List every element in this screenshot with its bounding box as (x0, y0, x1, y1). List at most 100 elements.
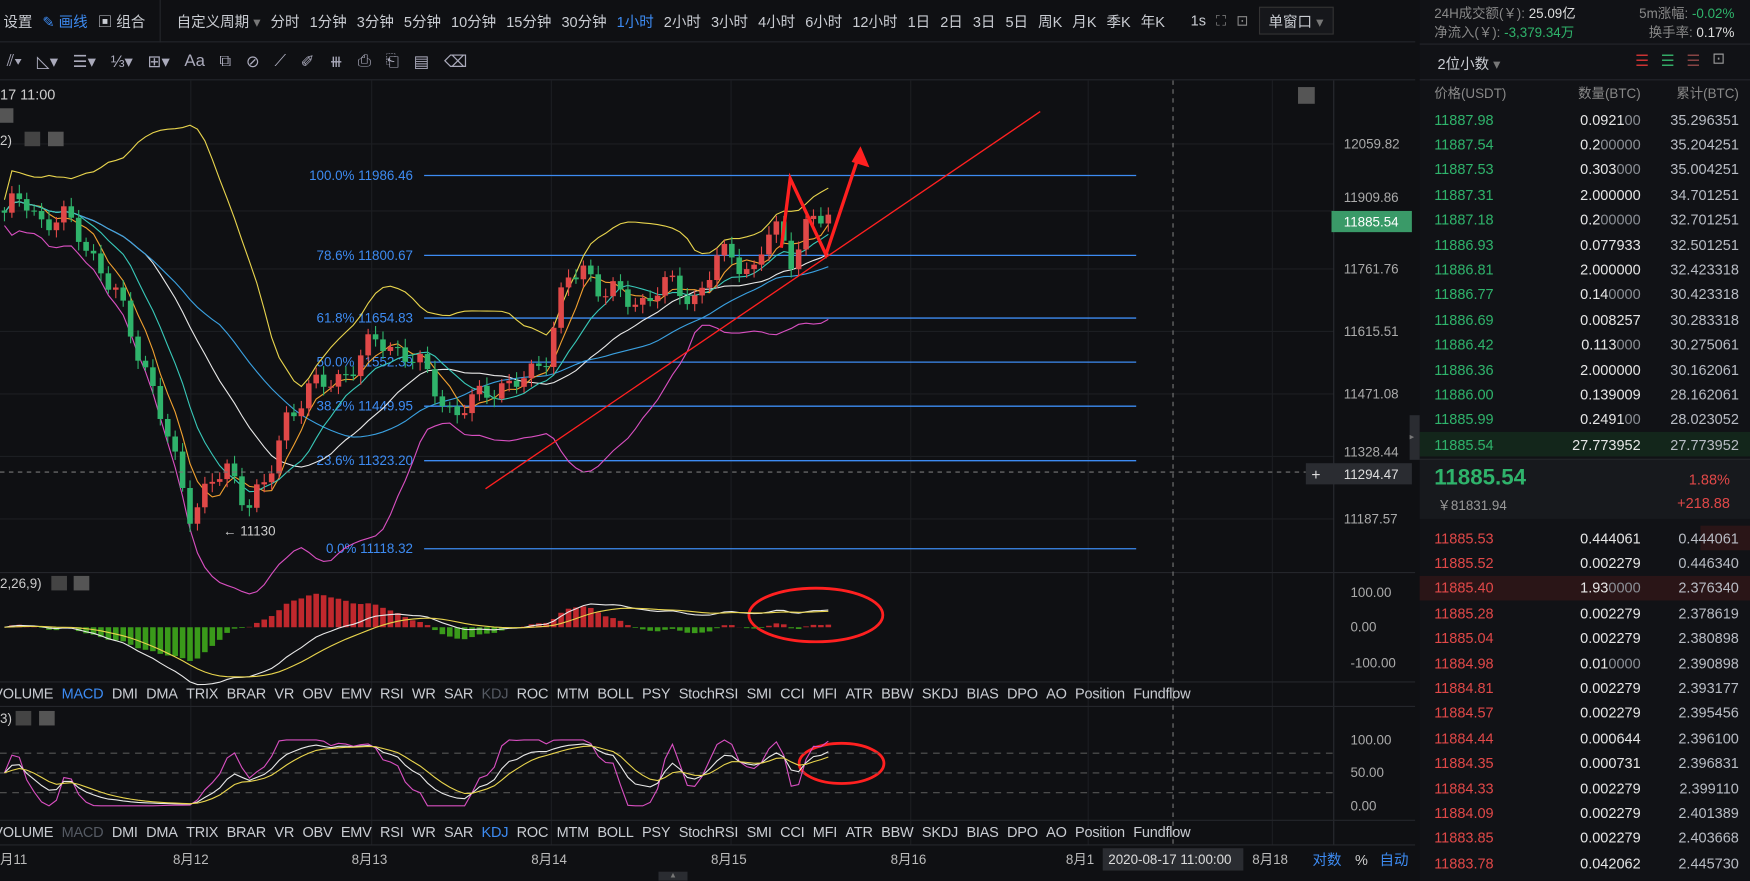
timeframe-tab[interactable]: 年K (1140, 13, 1165, 31)
percent-scale-toggle[interactable]: % (1355, 853, 1368, 869)
view-asks-icon[interactable]: ☰ (1686, 51, 1701, 70)
timeframe-tab[interactable]: 3分钟 (356, 13, 394, 31)
timeframe-tab[interactable]: 15分钟 (506, 13, 552, 31)
indicator-tab[interactable]: SKDJ (921, 823, 959, 841)
ask-row[interactable]: 11886.77 0.140000 30.423318 (1420, 282, 1750, 307)
bid-row[interactable]: 11885.53 0.444061 0.444061 (1419, 525, 1750, 551)
timeframe-tab[interactable]: 12小时 (852, 13, 898, 31)
indicator-tab[interactable]: RSI (379, 823, 404, 841)
close-icon[interactable] (73, 575, 90, 591)
indicator-tab[interactable]: BBW (881, 685, 914, 703)
fib-tool-icon[interactable]: ⅓▾ (110, 51, 133, 71)
popout-icon[interactable]: ⊡ (1712, 49, 1726, 67)
indicator-tab[interactable]: WR (411, 823, 436, 841)
bid-row[interactable]: 11883.85 0.002279 2.403668 (1420, 826, 1750, 851)
indicator-tab[interactable]: CCI (780, 685, 805, 703)
indicator-tab[interactable]: StochRSI (678, 685, 739, 703)
edit-list-icon[interactable]: ▤ (413, 51, 430, 71)
ruler-icon[interactable]: ⟋ (274, 51, 287, 71)
timeframe-tab[interactable]: 3小时 (710, 13, 749, 31)
auto-scale-toggle[interactable]: 自动 (1379, 852, 1408, 869)
timeframe-tab[interactable]: 5分钟 (403, 13, 441, 31)
interval-button[interactable]: 1s (1190, 12, 1206, 30)
indicator-tab[interactable]: KDJ (481, 685, 509, 703)
indicator-tab[interactable]: DMA (146, 685, 178, 703)
indicator-tab[interactable]: BIAS (966, 823, 999, 841)
indicator-tab[interactable]: WR (411, 685, 436, 703)
indicator-tab[interactable]: MFI (812, 823, 838, 841)
precision-dropdown[interactable]: 2位小数 ▾ (1438, 52, 1501, 73)
indicator-tab[interactable]: TRIX (186, 823, 219, 841)
price-chart[interactable]: 100.0% 11986.46 78.6% 11800.67 61.8% 11654… (0, 80, 1416, 880)
timeframe-tab[interactable]: 2日 (940, 13, 963, 31)
expand-chart-icon[interactable] (1298, 87, 1315, 104)
brush-icon[interactable]: ✐ (300, 51, 315, 71)
timeframe-tab[interactable]: 4小时 (758, 13, 796, 31)
indicator-tab[interactable]: ATR (845, 685, 873, 703)
indicator-tab[interactable]: MTM (556, 823, 590, 841)
indicator-tab[interactable]: StochRSI (678, 823, 739, 841)
settings-icon[interactable] (15, 710, 32, 726)
indicator-tab[interactable]: SMI (746, 823, 772, 841)
close-legend-icon[interactable] (0, 108, 14, 123)
pattern-icon[interactable]: ⧉ (219, 51, 232, 71)
bid-row[interactable]: 11883.78 0.042062 2.445730 (1420, 851, 1750, 876)
indicator-tab[interactable]: MTM (556, 685, 590, 703)
triangle-tool-icon[interactable]: ◺▾ (36, 51, 59, 71)
timeframe-tab[interactable]: 5日 (1005, 13, 1029, 31)
settings-icon[interactable] (24, 131, 41, 147)
ask-row[interactable]: 11887.18 0.200000 32.701251 (1420, 207, 1750, 232)
expand-bottom-handle[interactable]: ▲ (658, 871, 688, 881)
indicator-tab[interactable]: ROC (516, 823, 549, 841)
indicator-tab[interactable]: EMV (340, 823, 372, 841)
indicator-tab[interactable]: ROC (516, 685, 549, 703)
fullscreen-icon[interactable]: ⛶ (1216, 11, 1227, 29)
indicator-tab[interactable]: OBV (302, 685, 333, 703)
trash-icon[interactable]: ⌫ (443, 51, 468, 71)
settings-icon[interactable] (51, 575, 67, 591)
indicator-tab[interactable]: MACD (61, 685, 104, 703)
lock-icon[interactable]: ⎙ (357, 51, 372, 71)
bid-row[interactable]: 11884.57 0.002279 2.395456 (1420, 701, 1750, 726)
indicator-tab[interactable]: PSY (641, 823, 671, 841)
indicator-tab[interactable]: VOLUME (0, 823, 54, 841)
indicator-tab[interactable]: Fundflow (1133, 685, 1191, 703)
bookmark-icon[interactable]: ⎗ (385, 51, 400, 71)
indicator-tab[interactable]: AO (1046, 823, 1067, 841)
view-both-icon[interactable]: ☰ (1635, 51, 1650, 70)
line-tool-icon[interactable]: ⫽▾ (6, 51, 23, 71)
timeframe-tab[interactable]: 6小时 (805, 13, 843, 31)
indicator-tab[interactable]: SAR (443, 685, 474, 703)
indicator-tab[interactable]: RSI (379, 685, 404, 703)
combo-button[interactable]: ▣ 组合 (98, 10, 146, 31)
view-bids-icon[interactable]: ☰ (1660, 51, 1675, 70)
box-tool-icon[interactable]: ⊞▾ (147, 51, 170, 71)
close-icon[interactable] (47, 131, 64, 147)
indicator-tab[interactable]: VOLUME (0, 685, 54, 703)
settings-button[interactable]: 设置 (3, 13, 33, 31)
indicator-tab[interactable]: SKDJ (921, 685, 959, 703)
indicator-tab[interactable]: DMI (111, 685, 138, 703)
indicator-tab[interactable]: KDJ (481, 823, 509, 841)
indicator-tab[interactable]: DMI (111, 823, 138, 841)
parallel-lines-icon[interactable]: ☰▾ (72, 51, 97, 71)
bid-row[interactable]: 11884.09 0.002279 2.401389 (1420, 801, 1750, 826)
indicator-tab[interactable]: SAR (443, 823, 474, 841)
ask-row[interactable]: 11886.36 2.000000 30.162061 (1420, 357, 1750, 382)
bid-row[interactable]: 11884.35 0.000731 2.396831 (1420, 751, 1750, 776)
ask-row[interactable]: 11887.31 2.000000 34.701251 (1420, 182, 1750, 207)
timeframe-tab[interactable]: 2小时 (663, 13, 701, 31)
indicator-tab[interactable]: Fundflow (1133, 823, 1191, 841)
indicator-tab[interactable]: SMI (746, 685, 772, 703)
bid-row[interactable]: 11885.52 0.002279 0.446340 (1420, 551, 1750, 576)
indicator-tab[interactable]: PSY (641, 685, 671, 703)
timeframe-tab[interactable]: 1分钟 (309, 13, 347, 31)
indicator-tab[interactable]: BOLL (597, 823, 634, 841)
ask-row[interactable]: 11886.42 0.113000 30.275061 (1420, 332, 1750, 357)
indicator-tab[interactable]: VR (274, 685, 295, 703)
draw-button[interactable]: ✎ 画线 (42, 10, 87, 31)
indicator-tab[interactable]: BBW (881, 823, 914, 841)
ask-row[interactable]: 11887.54 0.200000 35.204251 (1420, 132, 1750, 157)
ask-row[interactable]: 11886.81 2.000000 32.423318 (1420, 257, 1750, 282)
indicator-tab[interactable]: BRAR (226, 685, 267, 703)
